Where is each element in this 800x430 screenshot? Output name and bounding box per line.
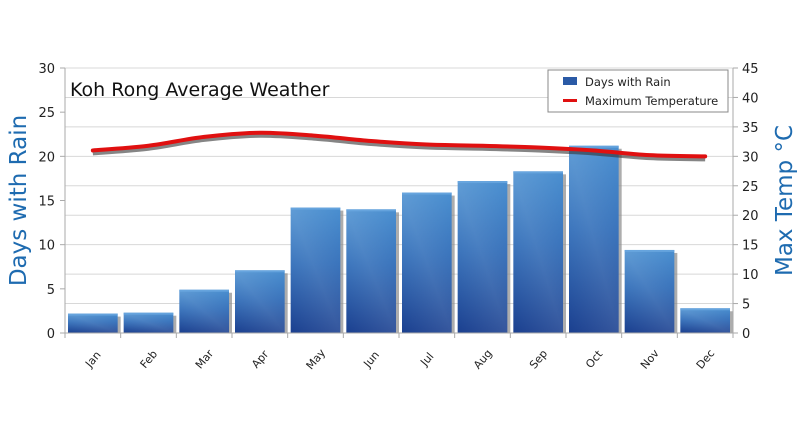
month-label: Aug	[471, 347, 495, 372]
legend-rain-label: Days with Rain	[585, 75, 671, 89]
month-label: Jun	[360, 349, 382, 371]
right-tick-label: 40	[742, 91, 759, 106]
left-tick-label: 10	[38, 239, 55, 254]
left-tick-label: 20	[38, 150, 55, 165]
right-tick-label: 30	[742, 150, 759, 165]
month-label: Mar	[193, 347, 217, 372]
rain-bar	[569, 145, 622, 333]
rain-bar	[68, 313, 121, 333]
rain-bar	[235, 270, 288, 333]
rain-bar	[513, 171, 566, 333]
rain-bars	[68, 145, 733, 333]
month-label: Jan	[82, 349, 104, 371]
right-tick-label: 25	[742, 180, 759, 195]
temperature-line	[90, 130, 708, 162]
left-tick-label: 30	[38, 62, 55, 77]
left-tick-label: 0	[47, 327, 55, 342]
legend-temp-label: Maximum Temperature	[585, 94, 718, 108]
left-axis-title: Days with Rain	[6, 115, 32, 286]
chart-title: Koh Rong Average Weather	[70, 79, 330, 101]
month-label: Jul	[417, 350, 436, 369]
left-tick-label: 5	[47, 283, 55, 298]
rain-bar	[346, 209, 399, 333]
right-tick-label: 10	[742, 268, 759, 283]
right-tick-label: 5	[742, 298, 750, 313]
month-label: May	[304, 346, 329, 372]
month-label: Dec	[694, 347, 718, 372]
right-tick-label: 0	[742, 327, 750, 342]
rain-bar	[624, 249, 678, 333]
right-axis-title: Max Temp °C	[772, 125, 798, 276]
rain-bar	[402, 192, 455, 333]
legend-temp-swatch	[563, 99, 577, 102]
left-tick-label: 15	[38, 195, 55, 210]
month-label: Sep	[527, 347, 550, 371]
month-label: Apr	[249, 347, 271, 370]
rain-bar	[179, 289, 232, 333]
month-label: Nov	[638, 347, 662, 372]
right-tick-label: 20	[742, 209, 759, 224]
legend-rain-swatch	[563, 77, 577, 85]
month-label: Feb	[138, 348, 160, 371]
left-tick-label: 25	[38, 106, 55, 121]
right-tick-label: 45	[742, 62, 759, 77]
right-tick-label: 35	[742, 121, 759, 136]
right-tick-label: 15	[742, 239, 759, 254]
rain-bar	[457, 181, 511, 333]
rain-bar	[123, 312, 177, 333]
rain-bar	[290, 207, 344, 333]
month-label: Oct	[583, 347, 606, 370]
axes	[60, 67, 738, 338]
legend: Days with Rain Maximum Temperature	[547, 69, 729, 113]
rain-bar	[680, 308, 733, 333]
